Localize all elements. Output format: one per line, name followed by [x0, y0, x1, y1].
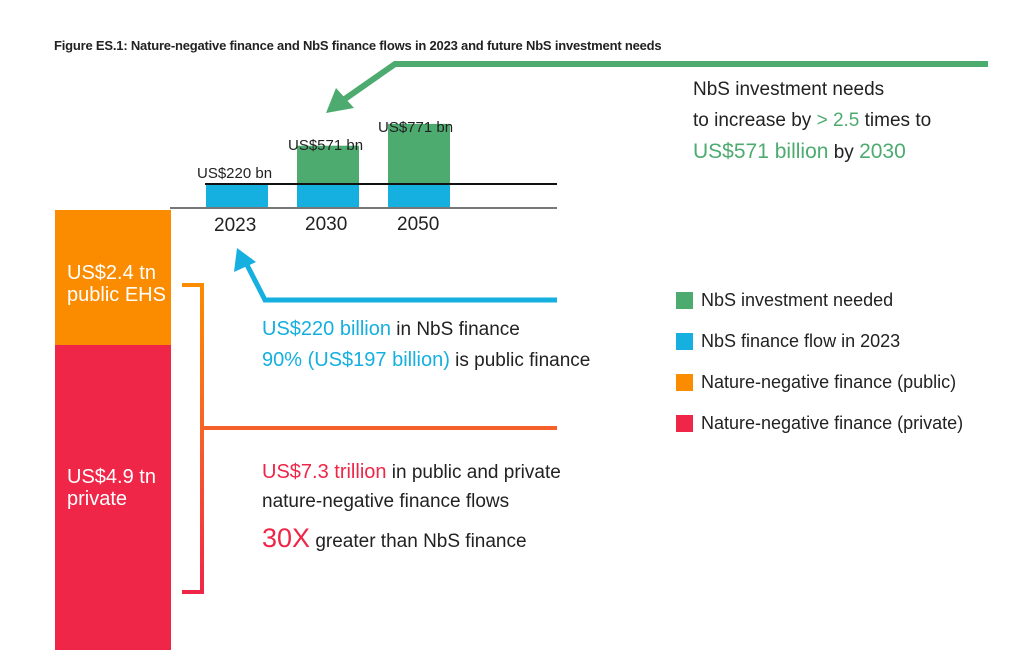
private-label: US$4.9 tn private	[67, 466, 156, 510]
bar-2050-needed	[388, 123, 450, 184]
legend-swatch	[676, 292, 693, 309]
bar-2030-flow	[297, 184, 359, 208]
public-label: US$2.4 tn public EHS	[67, 262, 166, 306]
bracket	[182, 283, 204, 594]
legend-item-public: Nature-negative finance (public)	[676, 372, 956, 393]
year-2030: 2030	[305, 214, 348, 235]
bar-2023-flow	[206, 184, 268, 208]
needs-annotation: NbS investment needs to increase by > 2.…	[693, 79, 932, 163]
bar-2050-flow	[388, 184, 450, 208]
stacked-bar-private	[55, 345, 171, 650]
stacked-bar-public	[55, 210, 171, 345]
green-arrow	[340, 61, 988, 104]
legend-swatch	[676, 374, 693, 391]
bar-label-2030: US$571 bn	[288, 137, 364, 154]
figure-title: Figure ES.1: Nature-negative finance and…	[54, 38, 662, 53]
blue-arrow-head	[234, 248, 256, 272]
legend-item-flow: NbS finance flow in 2023	[676, 331, 900, 352]
legend-swatch	[676, 333, 693, 350]
bar-2030-needed	[297, 145, 359, 184]
flow-annotation: US$220 billion in NbS finance 90% (US$19…	[262, 318, 591, 371]
legend-item-private: Nature-negative finance (private)	[676, 413, 963, 434]
negative-annotation: US$7.3 trillion in public and private na…	[262, 461, 561, 553]
year-2050: 2050	[397, 214, 440, 235]
green-arrow-head	[326, 88, 354, 113]
blue-arrow	[243, 261, 557, 303]
legend-swatch	[676, 415, 693, 432]
bar-label-2023: US$220 bn	[197, 165, 273, 182]
year-2023: 2023	[214, 215, 257, 236]
legend-item-needed: NbS investment needed	[676, 290, 893, 311]
bar-label-2050: US$771 bn	[378, 119, 454, 136]
